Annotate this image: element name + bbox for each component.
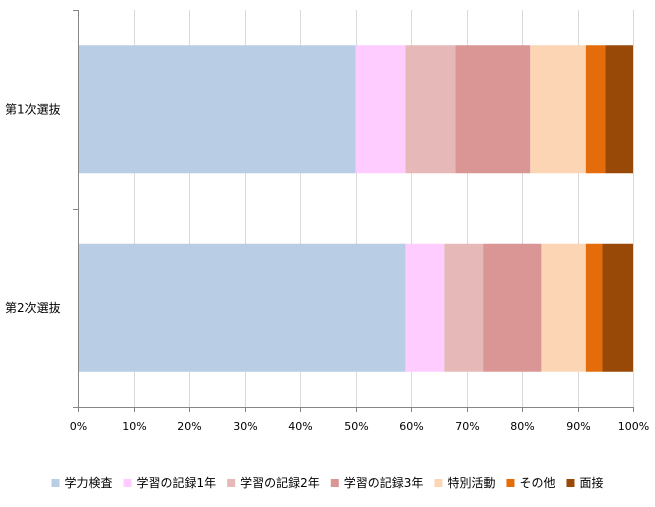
x-tick-label: 50% bbox=[344, 420, 368, 433]
x-tick-label: 80% bbox=[510, 420, 534, 433]
legend-label: 学習の記録2年 bbox=[240, 475, 320, 490]
legend-label: 面接 bbox=[579, 475, 603, 490]
legend-item: 面接 bbox=[566, 475, 603, 490]
legend-item: その他 bbox=[506, 476, 555, 490]
bar-segment-6-row-2 bbox=[585, 243, 603, 372]
x-tick-label: 30% bbox=[233, 420, 257, 433]
legend-item: 特別活動 bbox=[434, 475, 495, 490]
legend-item: 学習の記録1年 bbox=[123, 475, 217, 490]
bar-segment-5-row-2 bbox=[541, 243, 586, 372]
x-tick-label: 60% bbox=[399, 420, 423, 433]
legend-swatch bbox=[566, 479, 575, 487]
x-tick-label: 20% bbox=[177, 420, 201, 433]
x-tick-label: 10% bbox=[122, 420, 146, 433]
bar-segment-6-row-1 bbox=[585, 45, 606, 174]
bar-segment-3-row-2 bbox=[444, 243, 484, 372]
legend-swatch bbox=[51, 479, 60, 487]
bar-segment-4-row-2 bbox=[483, 243, 542, 372]
legend-label: 特別活動 bbox=[447, 475, 495, 490]
legend-swatch bbox=[227, 479, 236, 487]
x-tick-labels: 0% 10% 20% 30% 40% 50% 60% 70% 80% 90% 100% bbox=[70, 420, 649, 433]
legend-item: 学習の記録2年 bbox=[227, 475, 320, 490]
x-tick-label: 100% bbox=[618, 420, 649, 433]
category-label: 第2次選抜 bbox=[5, 301, 61, 315]
bar-segment-7-row-1 bbox=[605, 45, 633, 174]
legend-label: 学習の記録3年 bbox=[344, 475, 424, 490]
legend-label: 学力検査 bbox=[65, 475, 113, 490]
x-tick-label: 0% bbox=[70, 420, 87, 433]
bar-segment-2-row-1 bbox=[355, 45, 406, 174]
legend: 学力検査 学習の記録1年 学習の記録2年 学習の記録3年 特別活動 その他 面接 bbox=[51, 475, 603, 490]
legend-label: その他 bbox=[519, 476, 555, 490]
axes bbox=[73, 10, 634, 412]
x-tick-label: 70% bbox=[455, 420, 479, 433]
legend-item: 学習の記録3年 bbox=[330, 475, 424, 490]
bar-segment-5-row-1 bbox=[530, 45, 586, 174]
legend-swatch bbox=[123, 479, 132, 487]
category-label: 第1次選抜 bbox=[5, 102, 61, 116]
bars bbox=[78, 45, 633, 372]
bar-segment-2-row-2 bbox=[405, 243, 445, 372]
x-tick-label: 90% bbox=[566, 420, 590, 433]
legend-item: 学力検査 bbox=[51, 475, 113, 490]
legend-swatch bbox=[330, 479, 339, 487]
legend-label: 学習の記録1年 bbox=[137, 475, 217, 490]
bar-segment-3-row-1 bbox=[405, 45, 456, 174]
bar-segment-1-row-1 bbox=[78, 45, 356, 174]
x-tick-label: 40% bbox=[288, 420, 312, 433]
legend-swatch bbox=[434, 479, 443, 487]
bar-segment-7-row-2 bbox=[602, 243, 633, 372]
legend-swatch bbox=[506, 479, 515, 487]
bar-segment-1-row-2 bbox=[78, 243, 406, 372]
bar-segment-4-row-1 bbox=[455, 45, 531, 174]
